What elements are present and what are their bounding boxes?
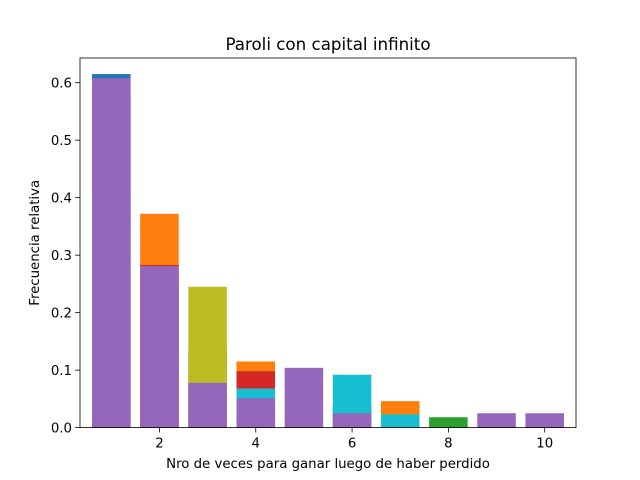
x-axis-label: Nro de veces para ganar luego de haber p… [166, 457, 490, 472]
y-tick-label: 0.1 [51, 364, 72, 379]
x-tick-label: 8 [444, 437, 452, 452]
y-axis-ticks: 0.0 0.1 0.2 0.3 0.4 0.5 0.6 [51, 76, 80, 436]
chart-title: Paroli con capital infinito [225, 34, 430, 54]
x-tick-label: 10 [536, 437, 553, 452]
bar [284, 367, 324, 428]
y-tick-label: 0.4 [51, 191, 72, 206]
bar [477, 413, 516, 428]
x-axis-ticks: 2 4 6 8 10 [155, 427, 553, 452]
bar [236, 398, 276, 428]
x-tick-label: 2 [155, 437, 163, 452]
bar [92, 191, 131, 428]
bar [188, 382, 227, 428]
y-tick-label: 0.0 [51, 421, 72, 436]
bar [140, 266, 179, 428]
bar [332, 413, 372, 428]
bars-group [92, 74, 564, 428]
x-tick-label: 4 [252, 437, 260, 452]
y-tick-label: 0.3 [51, 249, 72, 264]
bar [380, 414, 420, 428]
y-tick-label: 0.6 [51, 76, 72, 91]
y-tick-label: 0.2 [51, 306, 72, 321]
x-tick-label: 6 [348, 437, 356, 452]
plot-frame [79, 57, 577, 429]
bar [429, 417, 468, 428]
y-axis-label: Frecuencia relativa [28, 180, 43, 306]
y-tick-label: 0.5 [51, 134, 72, 149]
bar [525, 413, 564, 428]
